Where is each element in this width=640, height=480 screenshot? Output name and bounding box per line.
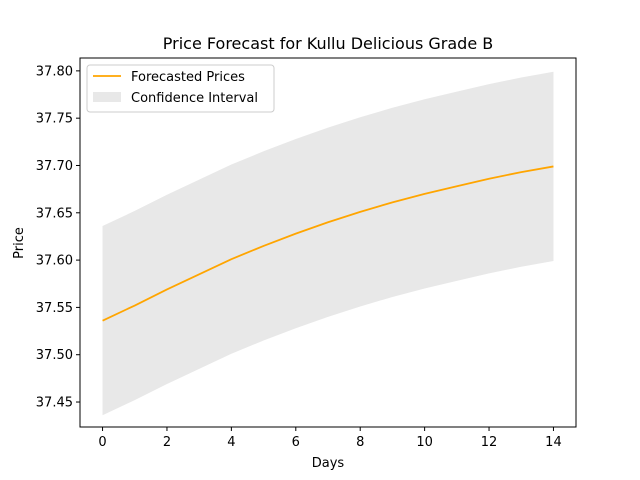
x-axis-label: Days — [312, 456, 345, 471]
x-tick-label: 0 — [98, 435, 106, 450]
confidence-band — [102, 71, 554, 416]
x-tick-label: 14 — [545, 435, 562, 450]
y-tick-label: 37.60 — [36, 254, 73, 269]
y-tick-label: 37.45 — [36, 396, 73, 411]
x-axis: 0 2 4 6 8 10 12 14 — [98, 427, 562, 450]
x-tick-label: 8 — [356, 435, 364, 450]
plot-area — [102, 71, 554, 416]
x-tick-label: 2 — [163, 435, 171, 450]
legend-ci-label: Confidence Interval — [131, 91, 258, 106]
y-tick-label: 37.55 — [36, 301, 73, 316]
y-tick-label: 37.80 — [36, 64, 73, 79]
forecast-line — [102, 165, 554, 322]
legend-box — [86, 64, 275, 113]
plot-frame — [79, 57, 577, 428]
x-tick-label: 12 — [481, 435, 498, 450]
y-tick-label: 37.75 — [36, 112, 73, 127]
y-axis-label: Price — [12, 227, 27, 259]
legend-ci-swatch — [93, 92, 121, 102]
y-tick-label: 37.70 — [36, 159, 73, 174]
x-tick-label: 10 — [416, 435, 433, 450]
y-tick-label: 37.50 — [36, 348, 73, 363]
chart-title: Price Forecast for Kullu Delicious Grade… — [163, 34, 493, 53]
x-tick-label: 6 — [292, 435, 300, 450]
legend: Forecasted Prices Confidence Interval — [86, 64, 275, 113]
y-tick-label: 37.65 — [36, 206, 73, 221]
legend-forecast-label: Forecasted Prices — [131, 70, 245, 85]
x-tick-label: 4 — [227, 435, 235, 450]
y-axis: 37.45 37.50 37.55 37.60 37.65 37.70 37.75 37.80 — [36, 64, 80, 411]
